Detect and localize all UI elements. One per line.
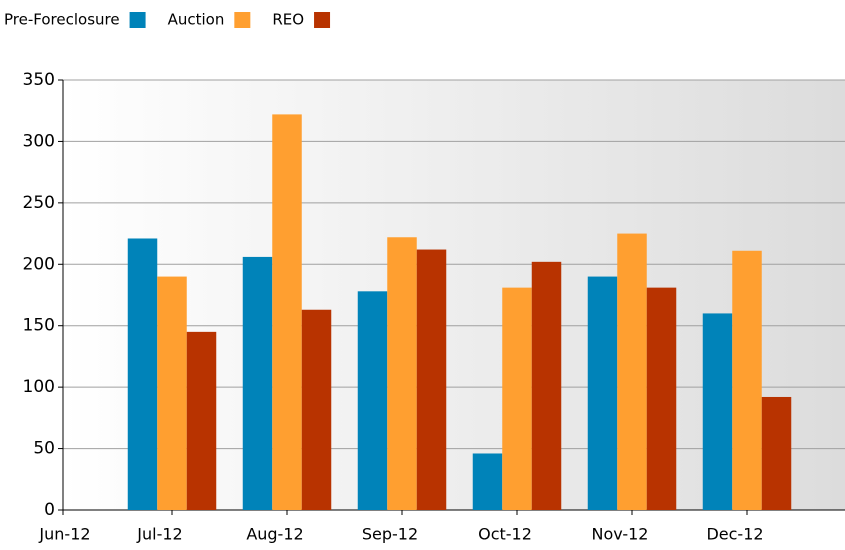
bar [702, 313, 733, 510]
bar [531, 261, 562, 510]
bar [272, 114, 302, 511]
legend-swatch [314, 12, 331, 28]
bar [732, 250, 762, 510]
bar [186, 331, 217, 510]
bar [127, 238, 158, 510]
x-tick-label: Sep-12 [362, 525, 418, 544]
bar [242, 256, 273, 510]
legend-swatch [129, 12, 146, 28]
x-tick-label: Jul-12 [136, 525, 182, 544]
y-tick-label: 150 [23, 316, 55, 336]
bar [357, 291, 388, 510]
legend-label: Pre-Foreclosure [4, 11, 120, 29]
bar [617, 233, 647, 511]
x-tick-label: Dec-12 [706, 525, 763, 544]
bar [761, 396, 792, 510]
y-tick-label: 100 [23, 377, 55, 397]
bar [416, 249, 447, 511]
legend-swatch [234, 12, 251, 28]
x-tick-label: Nov-12 [592, 525, 649, 544]
bar [472, 453, 503, 510]
bar [157, 276, 187, 510]
x-tick-label: Oct-12 [478, 525, 532, 544]
y-tick-label: 0 [44, 500, 55, 520]
y-tick-label: 300 [23, 131, 55, 151]
x-tick-label: Aug-12 [246, 525, 303, 544]
legend-label: Auction [168, 11, 225, 29]
bar [502, 287, 532, 510]
bar [587, 276, 618, 510]
legend-label: REO [272, 11, 304, 29]
y-tick-label: 50 [33, 439, 55, 459]
x-tick-label: Jun-12 [38, 525, 90, 544]
y-tick-label: 350 [23, 70, 55, 90]
bar [301, 309, 332, 510]
bar [387, 237, 417, 510]
y-tick-label: 250 [23, 193, 55, 213]
bar [646, 287, 677, 510]
y-tick-label: 200 [23, 254, 55, 274]
